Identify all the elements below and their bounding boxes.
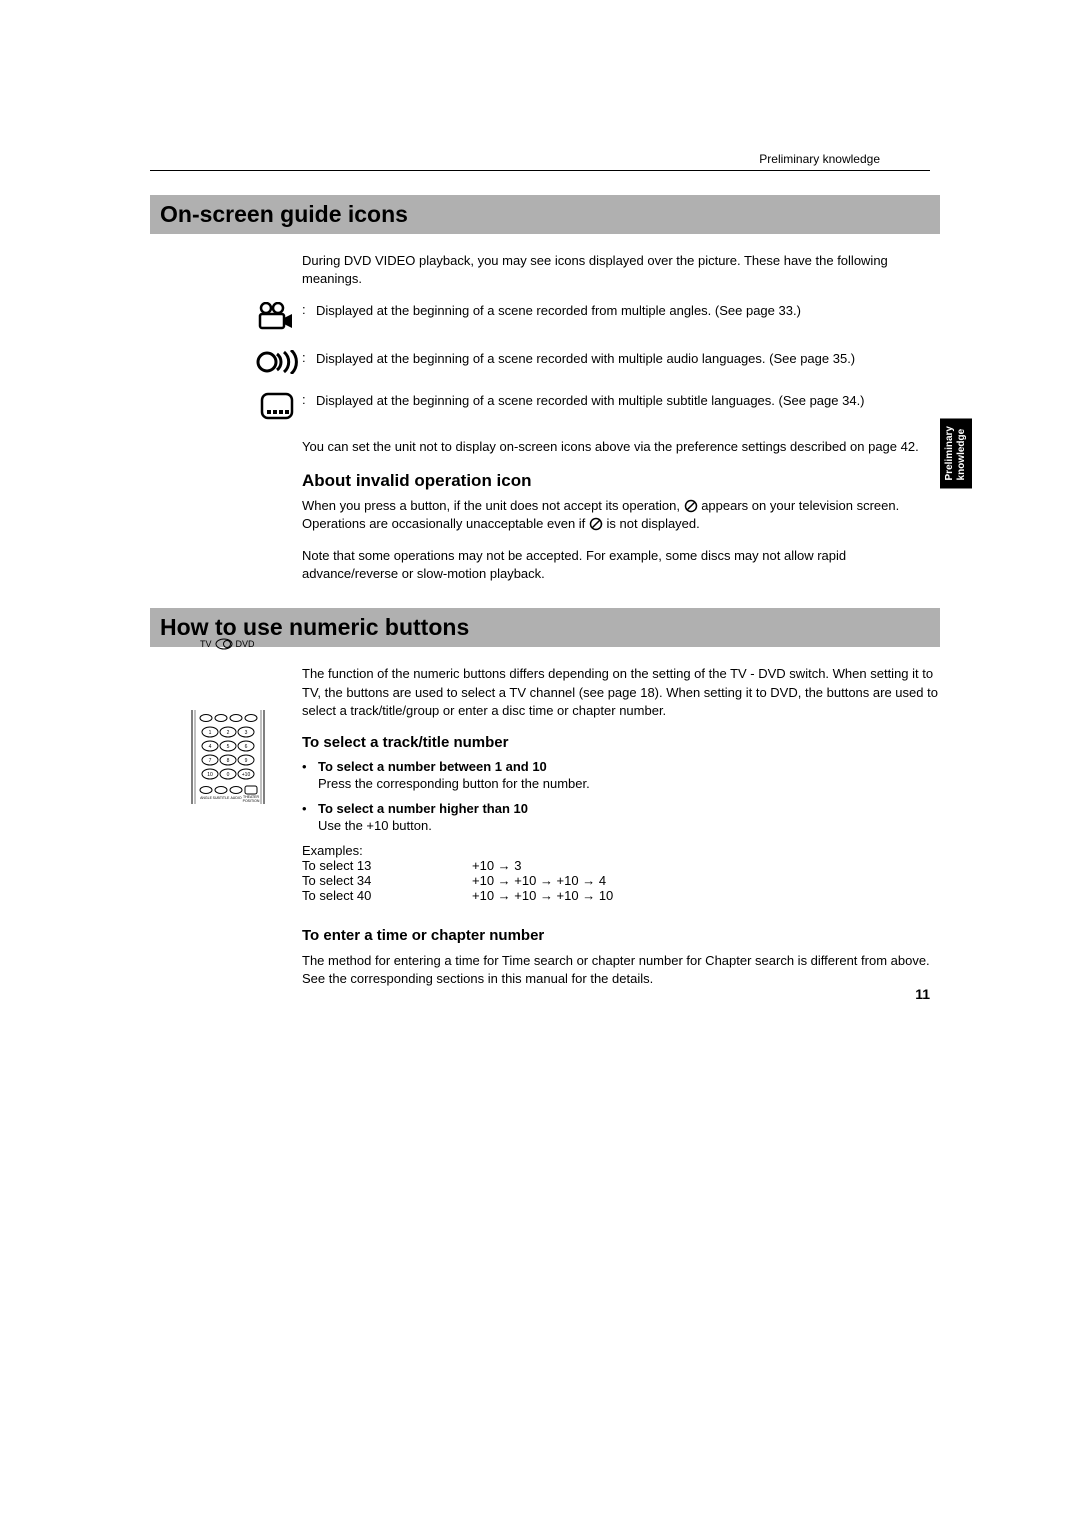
svg-text:5: 5 xyxy=(227,744,230,750)
section2-intro: The function of the numeric buttons diff… xyxy=(302,665,940,720)
svg-text:POSITION: POSITION xyxy=(243,799,260,803)
svg-text:9: 9 xyxy=(245,758,248,764)
examples-label: Examples: xyxy=(302,843,940,858)
svg-text:0: 0 xyxy=(227,772,230,778)
ex2-label: To select 34 xyxy=(302,873,472,888)
bullet: • xyxy=(302,801,318,816)
bullet2-title: To select a number higher than 10 xyxy=(318,801,528,816)
about-invalid-heading: About invalid operation icon xyxy=(302,471,940,491)
svg-text:8: 8 xyxy=(227,758,230,764)
colon: : xyxy=(302,302,316,317)
tv-dvd-switch-label: TV DVD xyxy=(200,638,255,650)
side-tab-line2: knowledge xyxy=(956,429,967,481)
enter-time-text: The method for entering a time for Time … xyxy=(302,952,940,988)
svg-text:SUBTITLE: SUBTITLE xyxy=(213,796,230,800)
camera-angle-icon xyxy=(257,302,297,332)
invalid-text1c: is not displayed. xyxy=(607,516,700,531)
header-rule xyxy=(150,170,930,171)
icon2-description: Displayed at the beginning of a scene re… xyxy=(316,350,940,368)
invalid-text2: Note that some operations may not be acc… xyxy=(302,547,940,583)
subtitle-icon xyxy=(260,392,294,420)
bullet: • xyxy=(302,759,318,774)
bullet1-text: Press the corresponding button for the n… xyxy=(318,776,940,791)
ex3-value: +10 → +10 → +10 → 10 xyxy=(472,888,613,903)
bullet1-title: To select a number between 1 and 10 xyxy=(318,759,547,774)
svg-text:7: 7 xyxy=(209,758,212,764)
svg-text:+10: +10 xyxy=(242,772,251,778)
svg-text:AUDIO: AUDIO xyxy=(230,796,241,800)
page-number: 11 xyxy=(915,986,930,1002)
invalid-text1: When you press a button, if the unit doe… xyxy=(302,497,940,533)
ex1-label: To select 13 xyxy=(302,858,472,873)
chapter-label: Preliminary knowledge xyxy=(759,152,880,166)
prohibit-icon xyxy=(684,499,698,513)
svg-text:2: 2 xyxy=(227,730,230,736)
icon1-description: Displayed at the beginning of a scene re… xyxy=(316,302,940,320)
colon: : xyxy=(302,350,316,365)
section-heading-numeric-buttons: How to use numeric buttons xyxy=(150,608,940,647)
svg-text:6: 6 xyxy=(245,744,248,750)
ex2-value: +10 → +10 → +10 → 4 xyxy=(472,873,606,888)
svg-text:1: 1 xyxy=(209,730,212,736)
colon: : xyxy=(302,392,316,407)
invalid-text1a: When you press a button, if the unit doe… xyxy=(302,498,684,513)
svg-text:ANGLE: ANGLE xyxy=(200,796,213,800)
section1-intro: During DVD VIDEO playback, you may see i… xyxy=(302,252,940,288)
dvd-label: DVD xyxy=(236,639,255,649)
side-tab: Preliminary knowledge xyxy=(940,418,972,488)
select-track-heading: To select a track/title number xyxy=(302,734,940,751)
prohibit-icon xyxy=(589,517,603,531)
audio-language-icon xyxy=(255,350,299,374)
svg-text:10: 10 xyxy=(207,772,213,778)
svg-text:4: 4 xyxy=(209,744,212,750)
section-heading-onscreen-icons: On-screen guide icons xyxy=(150,195,940,234)
remote-numeric-keypad-icon: 1 2 3 4 5 6 7 8 9 10 0 +10 ANGLE SUBTITL… xyxy=(190,710,266,804)
svg-text:3: 3 xyxy=(245,730,248,736)
icon3-description: Displayed at the beginning of a scene re… xyxy=(316,392,940,410)
section1-note: You can set the unit not to display on-s… xyxy=(302,438,940,456)
bullet2-text: Use the +10 button. xyxy=(318,818,940,833)
switch-icon xyxy=(215,638,233,650)
ex3-label: To select 40 xyxy=(302,888,472,903)
tv-label: TV xyxy=(200,639,212,649)
side-tab-line1: Preliminary xyxy=(944,426,955,480)
ex1-value: +10 → 3 xyxy=(472,858,522,873)
enter-time-heading: To enter a time or chapter number xyxy=(302,927,940,944)
